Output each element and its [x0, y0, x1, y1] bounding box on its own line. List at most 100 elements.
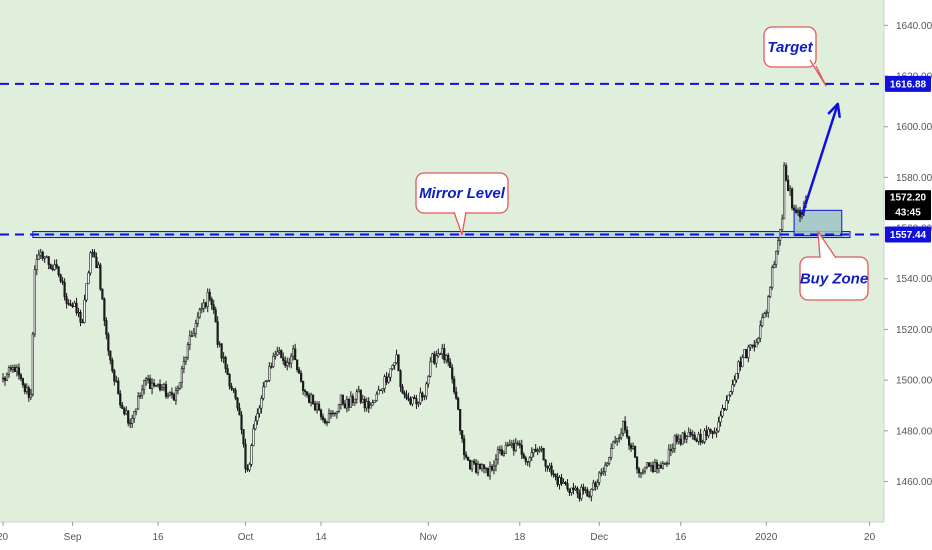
candle-body [433, 353, 436, 364]
candle-body [180, 368, 183, 383]
candle-body [103, 298, 106, 321]
candle-body [451, 367, 454, 380]
candle-body [500, 449, 503, 456]
candle-body [667, 449, 670, 464]
candle-body [532, 448, 535, 453]
candle-body [146, 378, 150, 380]
candle-body [162, 384, 166, 389]
candle-body [699, 433, 702, 443]
candle-body [286, 362, 289, 366]
candle-body [792, 207, 796, 211]
candle-body [423, 395, 426, 398]
candle-body [69, 303, 72, 306]
candle-body [534, 448, 537, 452]
candle-body [21, 378, 24, 385]
candle-body [148, 378, 152, 390]
x-tick-label: Dec [590, 532, 608, 543]
candle-body [580, 486, 583, 499]
candle-body [323, 419, 327, 424]
candle-body [137, 396, 140, 410]
candle-body [313, 403, 317, 411]
candle-body [413, 397, 416, 400]
candle-body [343, 403, 346, 409]
candle-body [647, 462, 651, 467]
candle-body [467, 456, 470, 461]
candle-body [570, 487, 573, 493]
candle-body [292, 348, 295, 357]
candle-body [639, 472, 643, 474]
candle-body [584, 489, 587, 491]
candle-body [453, 378, 456, 393]
candle-body [510, 443, 513, 446]
candle-body [307, 394, 311, 403]
candle-body [333, 412, 337, 415]
candle-body [369, 404, 372, 409]
y-tick-label: 1540.00 [896, 274, 932, 285]
candle-body [222, 356, 225, 359]
candle-body [713, 432, 716, 435]
candle-body [252, 428, 255, 446]
candle-body [37, 254, 40, 260]
candle-body [721, 408, 724, 417]
candle-body [143, 380, 146, 391]
candle-body [41, 251, 44, 259]
y-tick-label: 1600.00 [896, 122, 932, 133]
candle-body [602, 471, 605, 474]
target-callout: Target [763, 26, 827, 87]
candle-body [643, 466, 647, 472]
candle-body [407, 397, 410, 400]
candle-body [25, 387, 28, 392]
candle-body [655, 462, 659, 470]
candle-body [693, 434, 696, 441]
candle-body [502, 452, 505, 456]
candle-body [53, 264, 56, 270]
candle-body [622, 420, 625, 434]
candle-body [81, 321, 84, 324]
candle-body [548, 465, 551, 469]
candle-body [526, 461, 529, 463]
candle-body [447, 355, 450, 363]
candle-body [355, 391, 358, 400]
candle-body [345, 398, 348, 409]
candle-body [437, 353, 440, 357]
candle-body [725, 400, 728, 410]
candle-body [709, 429, 712, 432]
candle-body [586, 489, 589, 497]
candle-body [445, 355, 448, 361]
candle-body [514, 442, 517, 451]
candle-body [798, 211, 802, 218]
candle-body [564, 481, 567, 484]
candle-body [657, 465, 661, 470]
candle-body [691, 434, 694, 436]
candle-body [763, 313, 766, 319]
candle-body [542, 448, 545, 461]
candle-body [596, 482, 599, 487]
candle-body [218, 343, 221, 345]
candle-body [33, 269, 36, 335]
candle-body [761, 317, 764, 326]
candle-body [711, 431, 714, 435]
candle-body [226, 368, 229, 375]
candle-body [311, 394, 315, 404]
candle-body [631, 445, 635, 449]
candle-body [139, 395, 142, 397]
candle-body [463, 438, 466, 456]
candle-body [166, 394, 170, 397]
x-tick-label: 20 [864, 532, 876, 543]
candle-body [675, 435, 678, 442]
candle-body [723, 408, 726, 410]
candle-body [315, 403, 319, 411]
candle-body [429, 361, 432, 377]
candle-body [19, 374, 22, 379]
x-tick-label: 14 [315, 532, 327, 543]
candle-body [393, 362, 396, 366]
candle-body [689, 431, 692, 436]
y-tick-label: 1480.00 [896, 426, 932, 437]
candle-body [115, 380, 118, 382]
candle-body [361, 399, 364, 403]
projection-arrow-line [800, 103, 840, 216]
candle-body [49, 264, 52, 270]
candle-body [653, 462, 657, 472]
candle-body [365, 401, 368, 409]
